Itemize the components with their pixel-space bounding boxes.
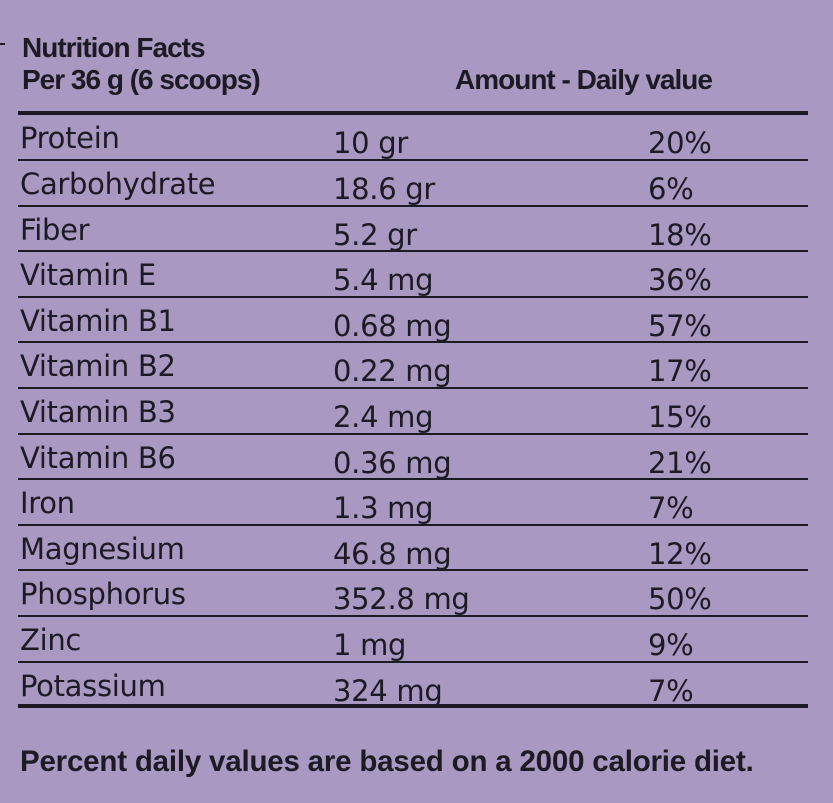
nutrient-daily-value: 7% (648, 673, 694, 708)
nutrient-amount: 2.4 mg (333, 399, 434, 434)
nutrient-daily-value: 15% (648, 399, 712, 434)
nutrient-name: Phosphorus (20, 577, 186, 612)
nutrient-row: Vitamin E 5.4 mg 36% (18, 252, 808, 298)
nutrient-row: Vitamin B1 0.68 mg 57% (18, 298, 808, 344)
edge-tick-mark (0, 43, 5, 45)
header-divider (18, 111, 808, 115)
nutrient-name: Protein (20, 121, 120, 155)
column-header-amount-daily-value: Amount - Daily value (455, 64, 713, 95)
label-header: Nutrition Facts Per 36 g (6 scoops) Amou… (22, 30, 812, 100)
nutrient-amount: 5.4 mg (333, 263, 434, 298)
nutrient-row: Fiber 5.2 gr 18% (18, 207, 808, 253)
nutrient-daily-value: 17% (648, 354, 712, 389)
nutrient-row: Magnesium 46.8 mg 12% (18, 526, 808, 572)
nutrient-name: Fiber (20, 212, 90, 247)
nutrient-name: Vitamin B3 (20, 394, 176, 429)
nutrient-name: Vitamin E (20, 258, 156, 293)
nutrient-daily-value: 18% (648, 217, 712, 252)
nutrient-daily-value: 50% (648, 582, 712, 617)
nutrient-name: Vitamin B1 (20, 303, 176, 338)
nutrient-daily-value: 7% (648, 491, 694, 526)
nutrient-amount: 1 mg (333, 627, 407, 662)
nutrient-row: Carbohydrate 18.6 gr 6% (18, 161, 808, 207)
footnote: Percent daily values are based on a 2000… (20, 745, 754, 778)
nutrient-row: Vitamin B2 0.22 mg 17% (18, 343, 808, 389)
nutrient-amount: 0.36 mg (333, 445, 452, 480)
nutrient-daily-value: 57% (648, 308, 712, 343)
nutrient-amount: 1.3 mg (333, 491, 434, 526)
serving-size: Per 36 g (6 scoops) (22, 64, 261, 95)
nutrient-amount: 324 mg (333, 673, 443, 708)
nutrient-row: Vitamin B6 0.36 mg 21% (18, 435, 808, 481)
nutrient-name: Magnesium (20, 531, 185, 566)
nutrient-name: Potassium (20, 668, 166, 703)
nutrient-name: Zinc (20, 622, 82, 657)
nutrient-row: Protein 10 gr 20% (18, 115, 808, 161)
nutrient-row: Zinc 1 mg 9% (18, 617, 808, 663)
nutrient-row: Vitamin B3 2.4 mg 15% (18, 389, 808, 435)
nutrient-name: Iron (20, 486, 75, 521)
nutrient-name: Carbohydrate (20, 167, 216, 201)
nutrient-daily-value: 21% (648, 445, 712, 480)
nutrient-amount: 5.2 gr (333, 217, 417, 252)
nutrient-daily-value: 12% (648, 536, 712, 571)
nutrient-amount: 0.22 mg (333, 354, 452, 389)
nutrient-name: Vitamin B2 (20, 349, 176, 384)
nutrient-amount: 352.8 mg (333, 582, 470, 617)
nutrient-amount: 18.6 gr (333, 172, 436, 206)
nutrient-amount: 46.8 mg (333, 536, 452, 571)
nutrient-daily-value: 6% (648, 172, 694, 206)
nutrient-row: Iron 1.3 mg 7% (18, 480, 808, 526)
nutrient-table: Protein 10 gr 20% Carbohydrate 18.6 gr 6% Fibe… (18, 115, 808, 709)
nutrient-daily-value: 9% (648, 627, 694, 662)
nutrient-daily-value: 36% (648, 263, 712, 298)
nutrient-daily-value: 20% (648, 126, 712, 160)
nutrient-name: Vitamin B6 (20, 440, 176, 475)
nutrient-amount: 0.68 mg (333, 308, 452, 343)
label-title: Nutrition Facts (22, 32, 206, 63)
nutrient-row: Phosphorus 352.8 mg 50% (18, 571, 808, 617)
nutrient-amount: 10 gr (333, 126, 408, 160)
nutrient-row: Potassium 324 mg 7% (18, 663, 808, 709)
